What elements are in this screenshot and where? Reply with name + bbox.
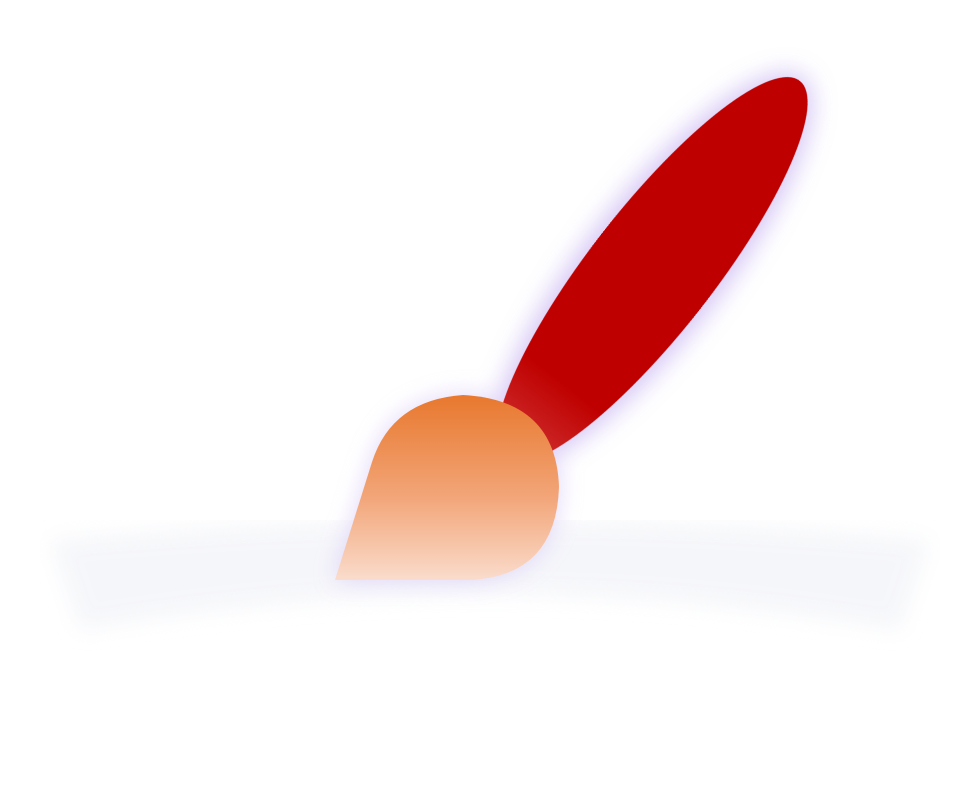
brush-handle [496,77,808,463]
brush-head [335,395,559,580]
